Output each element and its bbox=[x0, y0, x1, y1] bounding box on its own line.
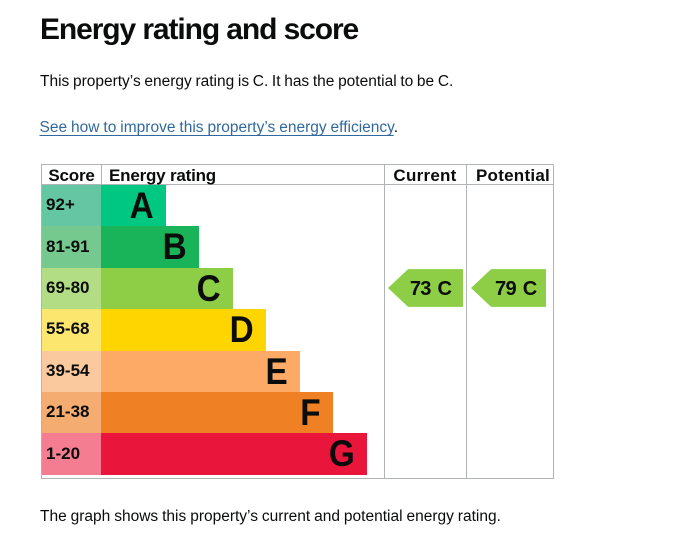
svg-text:73 C: 73 C bbox=[409, 277, 451, 299]
svg-text:79 C: 79 C bbox=[495, 277, 537, 299]
